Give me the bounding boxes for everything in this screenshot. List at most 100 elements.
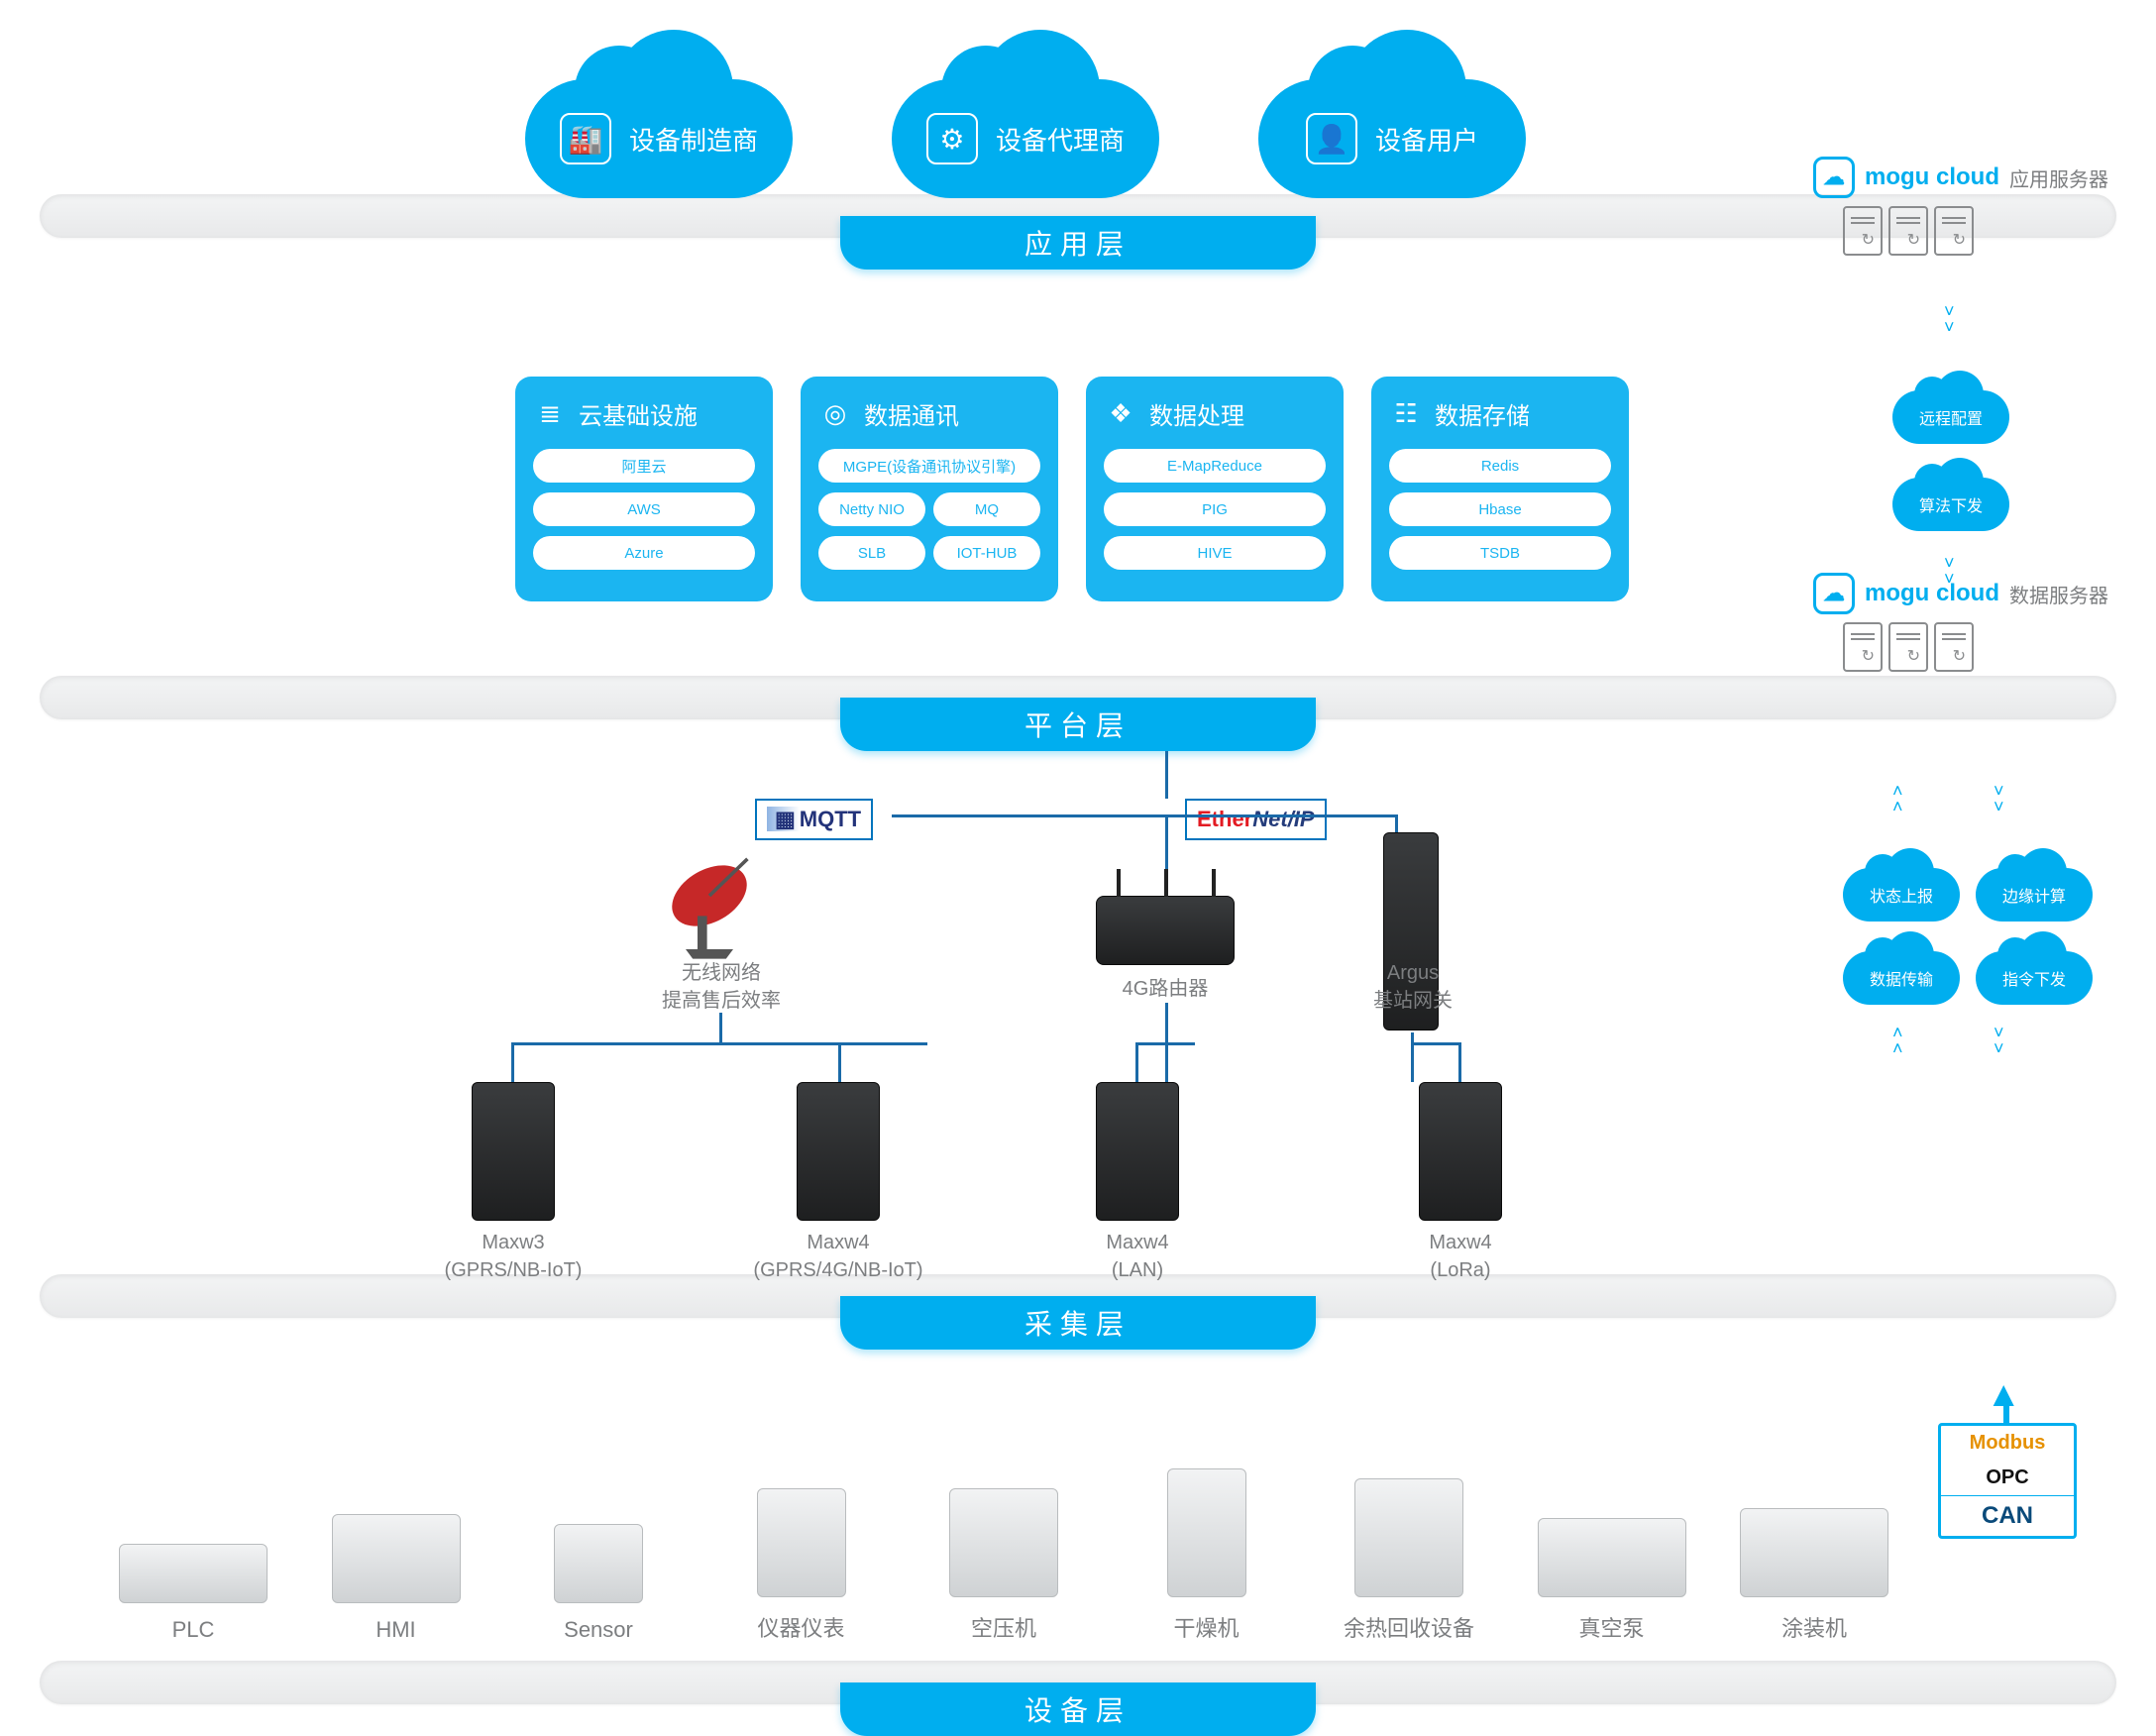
platform-panel-proc: ❖数据处理E-MapReducePIGHIVE (1086, 377, 1344, 601)
device-label: PLC (109, 1617, 277, 1643)
panel-pill: MQ (933, 492, 1040, 526)
panel-pill: PIG (1104, 492, 1326, 526)
panel-pill: IOT-HUB (933, 536, 1040, 570)
cloud-label: 设备用户 (1375, 121, 1478, 158)
router-icon (1096, 896, 1235, 965)
connector-line (1411, 1042, 1460, 1045)
device-label: Sensor (514, 1617, 683, 1643)
device-image-placeholder (554, 1524, 643, 1603)
panel-pill: AWS (533, 492, 755, 526)
platform-panel-store: ☷数据存储RedisHbaseTSDB (1371, 377, 1629, 601)
device-item: HMI (312, 1484, 481, 1643)
connector-line (1165, 751, 1168, 799)
server-icon (1888, 622, 1928, 672)
connector-line (719, 1013, 722, 1042)
server-icons-top (1843, 206, 1974, 256)
device-image-placeholder (332, 1514, 461, 1603)
brand-top-logo: mogu cloud (1865, 163, 1999, 191)
device-item: PLC (109, 1484, 277, 1643)
router-label: 4G路由器 (1066, 975, 1264, 1003)
panel-pill: MGPE(设备通讯协议引擎) (818, 449, 1040, 483)
panel-pill: HIVE (1104, 536, 1326, 570)
gateway-device-icon (1419, 1082, 1502, 1221)
brand-top: ☁ mogu cloud 应用服务器 (1813, 157, 2108, 198)
device-row: PLC HMI Sensor 仪器仪表 空压机 干燥机 余热回收设备 真空泵 涂装机 (109, 1478, 1898, 1643)
device-label: 真空泵 (1528, 1611, 1696, 1643)
platform-layer-title: 平台层 (840, 698, 1316, 751)
side-cloud: 数据传输 (1843, 951, 1960, 1005)
gateway-label: Maxw3(GPRS/NB-IoT) (414, 1229, 612, 1284)
connector-line (1395, 814, 1398, 834)
protocol-can: CAN (1941, 1495, 2074, 1536)
protocol-opc: OPC (1941, 1461, 2074, 1495)
connector-line (892, 814, 1189, 817)
gateway-device-icon (1096, 1082, 1179, 1221)
gateway-device-icon (797, 1082, 880, 1221)
mogu-logo-icon: ☁ (1813, 573, 1855, 614)
device-item: 仪器仪表 (717, 1478, 886, 1643)
connector-line (511, 1042, 514, 1082)
brand-mid: ☁ mogu cloud 数据服务器 (1813, 573, 2108, 614)
device-label: 余热回收设备 (1325, 1611, 1493, 1643)
device-item: 空压机 (919, 1478, 1088, 1643)
side-cloud: 边缘计算 (1976, 868, 2093, 922)
device-item: Sensor (514, 1484, 683, 1643)
brand-top-suffix: 应用服务器 (2009, 163, 2108, 192)
device-image-placeholder (1740, 1508, 1888, 1597)
device-image-placeholder (119, 1544, 268, 1603)
panel-title: 云基础设施 (579, 396, 698, 431)
user-icon: 👤 (1306, 113, 1357, 164)
platform-panel-infra: ≣云基础设施阿里云AWSAzure (515, 377, 773, 601)
device-label: 空压机 (919, 1611, 1088, 1643)
device-label: 涂装机 (1730, 1611, 1898, 1643)
cloud-label: 设备制造商 (629, 121, 758, 158)
device-image-placeholder (1538, 1518, 1686, 1597)
panel-pill: TSDB (1389, 536, 1611, 570)
chevron-down-icon: ˅ ˅ (1944, 303, 1957, 335)
side-cloud: 远程配置 (1892, 390, 2009, 444)
chevron-down-icon: ˅ ˅ (1944, 555, 1957, 587)
cube-icon: ❖ (1104, 397, 1137, 431)
gateway-label: Maxw4(LAN) (1038, 1229, 1237, 1284)
device-item: 干燥机 (1123, 1478, 1291, 1643)
user-cloud: 🏭设备制造商 (525, 79, 793, 198)
server-icon (1888, 206, 1928, 256)
device-image-placeholder (1167, 1468, 1246, 1597)
device-label: 仪器仪表 (717, 1611, 886, 1643)
protocol-modbus: Modbus (1941, 1426, 2074, 1461)
panel-pill: Netty NIO (818, 492, 925, 526)
cloud-label: 设备代理商 (996, 121, 1125, 158)
connector-line (1165, 814, 1168, 894)
brand-mid-logo: mogu cloud (1865, 580, 1999, 607)
panel-title: 数据处理 (1149, 396, 1244, 431)
device-item: 涂装机 (1730, 1478, 1898, 1643)
device-item: 真空泵 (1528, 1478, 1696, 1643)
device-label: 干燥机 (1123, 1611, 1291, 1643)
server-icon (1843, 206, 1883, 256)
protocol-ethernetip: EtherNet/IP (1185, 799, 1327, 840)
collect-layer-title: 采集层 (840, 1296, 1316, 1350)
panel-pill: 阿里云 (533, 449, 755, 483)
argus-label: Argus基站网关 (1314, 959, 1512, 1015)
wifi-icon: ◎ (818, 397, 852, 431)
chevron-up-icon: ˄ ˄ (1892, 1025, 1905, 1056)
connector-line (1165, 814, 1395, 817)
device-image-placeholder (1354, 1478, 1463, 1597)
panel-pill: Hbase (1389, 492, 1611, 526)
device-item: 余热回收设备 (1325, 1478, 1493, 1643)
panel-title: 数据存储 (1435, 396, 1530, 431)
protocol-mqtt: ▦MQTT (755, 799, 873, 840)
side-cloud: 指令下发 (1976, 951, 2093, 1005)
connector-line (1135, 1042, 1195, 1045)
chevron-down-icon: ˅ ˅ (1994, 783, 2006, 814)
panel-pill: Azure (533, 536, 755, 570)
side-cloud: 状态上报 (1843, 868, 1960, 922)
panel-title: 数据通讯 (864, 396, 959, 431)
db-icon: ☷ (1389, 397, 1423, 431)
connector-line (1411, 1032, 1414, 1082)
connector-line (838, 1042, 841, 1082)
wireless-label: 无线网络提高售后效率 (622, 959, 820, 1015)
protocol-stack: Modbus OPC CAN (1938, 1423, 2077, 1539)
chevron-down-icon: ˅ ˅ (1994, 1025, 2006, 1056)
connector-line (1458, 1042, 1461, 1082)
